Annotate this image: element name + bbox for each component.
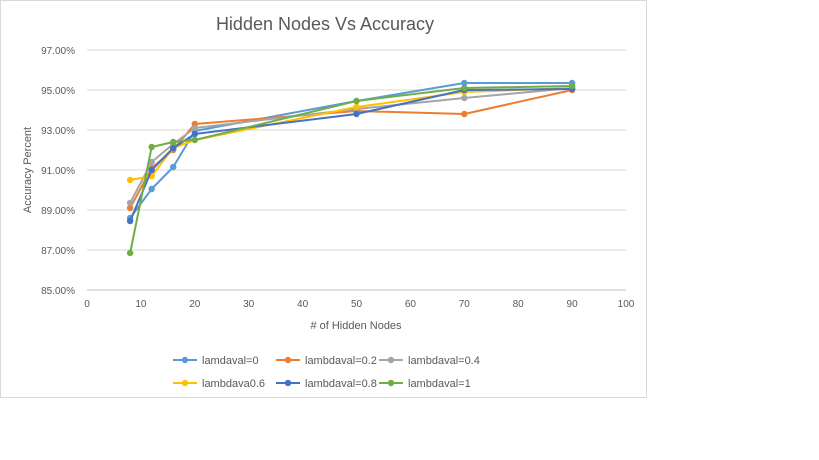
series (126, 79, 576, 222)
data-point (191, 136, 198, 144)
gridlines (87, 49, 626, 291)
x-tick-label: 60 (405, 299, 417, 310)
data-point (126, 249, 134, 257)
legend-swatch-marker (284, 356, 292, 364)
legend-label: lamdaval=0 (202, 355, 259, 367)
x-tick-label: 70 (459, 299, 471, 310)
x-tick-label: 50 (351, 299, 363, 310)
data-point (170, 163, 177, 171)
data-point (461, 110, 468, 118)
data-point (461, 94, 468, 102)
data-point (461, 79, 468, 87)
data-point (170, 144, 177, 152)
legend-label: lambdaval=0.8 (305, 378, 377, 390)
legend-item: lambdaval=0.2 (276, 355, 377, 367)
data-point (191, 130, 198, 138)
data-point (353, 97, 360, 105)
data-point (170, 138, 177, 146)
data-point (461, 84, 468, 92)
data-point (353, 110, 360, 118)
x-tick-label: 0 (84, 299, 90, 310)
legend-item: lamdaval=0 (173, 355, 259, 367)
y-tick-label: 97.00% (41, 46, 75, 57)
series (126, 86, 576, 212)
x-tick-label: 90 (567, 299, 579, 310)
data-point (148, 143, 155, 151)
data-point (191, 124, 198, 132)
x-axis-label: # of Hidden Nodes (310, 320, 402, 332)
chart-svg: Hidden Nodes Vs Accuracy 85.00% 87.00% 89.… (22, 14, 635, 390)
legend-swatch-marker (387, 379, 395, 387)
series (126, 85, 576, 225)
legend-item: lambdaval=0.8 (276, 378, 377, 390)
y-tick-label: 85.00% (41, 286, 75, 297)
legend-label: lambdaval=0.2 (305, 355, 377, 367)
y-tick-label: 93.00% (41, 126, 75, 137)
data-point (126, 217, 134, 225)
legend: lamdaval=0 lambdaval=0.2 lambdaval=0.4 lamb… (173, 355, 480, 390)
legend-swatch-marker (284, 379, 292, 387)
data-point (126, 176, 134, 184)
series-layer (126, 79, 576, 257)
data-point (568, 82, 576, 90)
x-tick-label: 30 (243, 299, 255, 310)
legend-swatch-marker (181, 356, 189, 364)
y-tick-label: 91.00% (41, 166, 75, 177)
data-point (148, 166, 155, 174)
legend-swatch-marker (387, 356, 395, 364)
x-tick-label: 40 (297, 299, 309, 310)
legend-item: lambdaval=1 (379, 378, 471, 390)
y-tick-label: 87.00% (41, 246, 75, 257)
x-tick-label: 20 (189, 299, 201, 310)
data-point (148, 185, 155, 193)
legend-swatch-marker (181, 379, 189, 387)
x-tick-label: 80 (513, 299, 525, 310)
legend-item: lambdaval=0.4 (379, 355, 480, 367)
y-tick-label: 95.00% (41, 86, 75, 97)
x-tick-label: 100 (618, 299, 635, 310)
legend-label: lambdava0.6 (202, 378, 265, 390)
x-tick-label: 10 (135, 299, 147, 310)
data-point (126, 204, 134, 212)
chart-area: Hidden Nodes Vs Accuracy 85.00% 87.00% 89.… (0, 0, 647, 398)
chart-title: Hidden Nodes Vs Accuracy (216, 14, 434, 34)
data-point (353, 103, 360, 111)
legend-label: lambdaval=1 (408, 378, 471, 390)
data-point (148, 158, 155, 166)
series (126, 82, 576, 257)
y-tick-labels: 85.00% 87.00% 89.00% 91.00% 93.00% 95.00% 97.0… (41, 46, 75, 297)
y-tick-label: 89.00% (41, 206, 75, 217)
legend-item: lambdava0.6 (173, 378, 265, 390)
x-tick-labels: 0 10 20 30 40 50 60 70 80 90 100 (84, 299, 635, 310)
legend-label: lambdaval=0.4 (408, 355, 480, 367)
data-point (126, 199, 134, 207)
y-axis-label: Accuracy Percent (22, 127, 34, 213)
